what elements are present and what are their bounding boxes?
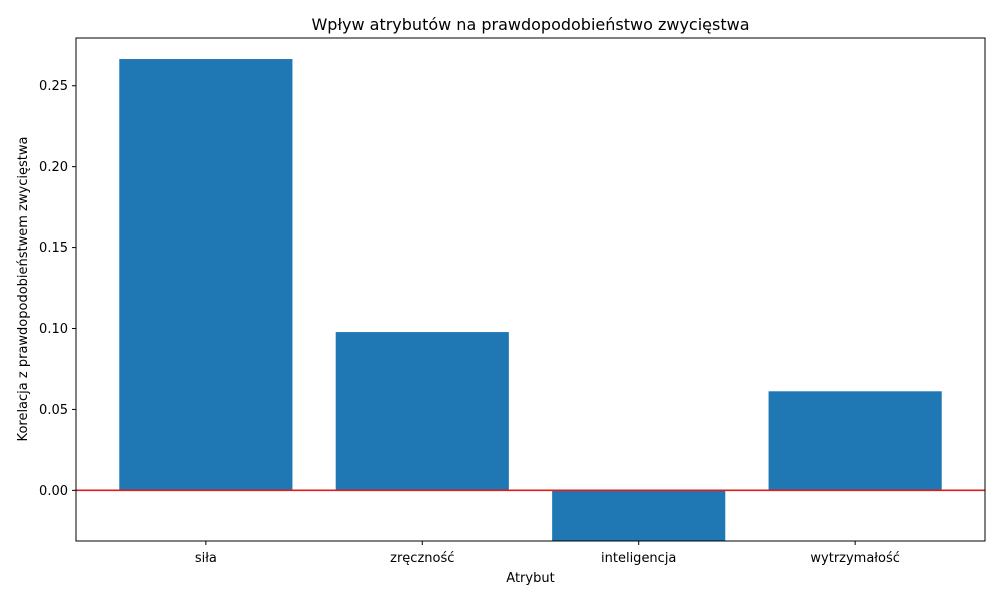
y-tick-label-0: 0.00 <box>39 484 68 499</box>
y-ticks-group: 0.00 0.05 0.10 0.15 0.20 0.25 <box>39 79 76 499</box>
y-tick-label-3: 0.15 <box>39 241 68 256</box>
y-tick-label-1: 0.05 <box>39 403 68 418</box>
y-tick-label-4: 0.20 <box>39 160 68 175</box>
x-axis-label: Atrybut <box>506 571 554 586</box>
y-axis-label: Korelacja z prawdopodobieństwem zwycięst… <box>16 137 31 442</box>
bar-3 <box>768 391 942 491</box>
x-ticks-group: siła zręczność inteligencja wytrzymałość <box>195 541 900 566</box>
x-tick-label-1: zręczność <box>390 551 454 566</box>
y-tick-label-5: 0.25 <box>39 79 68 94</box>
plot-frame <box>75 37 986 542</box>
x-tick-label-3: wytrzymałość <box>810 551 899 566</box>
bars-group <box>119 59 942 542</box>
x-tick-label-0: siła <box>195 551 217 566</box>
x-tick-label-2: inteligencja <box>601 551 676 566</box>
y-tick-label-2: 0.10 <box>39 322 68 337</box>
chart-title: Wpływ atrybutów na prawdopodobieństwo zw… <box>311 15 749 34</box>
bar-0 <box>119 59 293 491</box>
bar-2 <box>552 490 726 542</box>
bar-1 <box>335 332 509 491</box>
